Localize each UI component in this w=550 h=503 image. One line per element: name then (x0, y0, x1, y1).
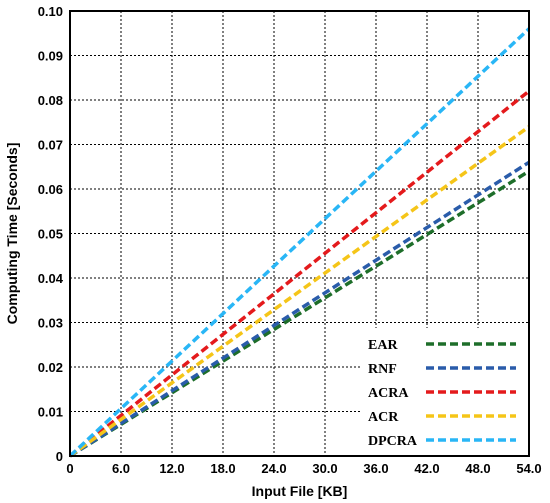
y-tick-label: 0.02 (38, 360, 63, 375)
legend-label-acr: ACR (368, 410, 399, 425)
x-tick-label: 12.0 (159, 461, 184, 476)
y-tick-label: 0.10 (38, 4, 63, 19)
y-tick-labels: 0 0.01 0.02 0.03 0.04 0.05 0.06 0.07 0.08 0.09 0.1… (38, 4, 64, 464)
x-tick-label: 18.0 (210, 461, 235, 476)
x-axis-title: Input File [KB] (252, 483, 348, 499)
y-tick-label: 0.09 (38, 49, 63, 64)
series-line-acr (68, 125, 531, 458)
y-tick-label: 0.01 (38, 405, 63, 420)
x-tick-label: 6.0 (112, 461, 130, 476)
series-lines (68, 27, 531, 458)
x-tick-labels: 0 6.0 12.0 18.0 24.0 30.0 36.0 42.0 48.0 54.0 (66, 461, 541, 476)
y-tick-label: 0.08 (38, 93, 63, 108)
legend-label-acra: ACRA (368, 386, 409, 401)
plot-frame (69, 10, 530, 457)
legend-label-ear: EAR (368, 338, 398, 353)
x-tick-label: 48.0 (465, 461, 490, 476)
y-axis-title: Computing Time [Seconds] (4, 143, 20, 325)
x-tick-label: 0 (66, 461, 73, 476)
series-line-dpcra (68, 27, 531, 458)
y-tick-label: 0.05 (38, 227, 63, 242)
legend: EAR RNF ACRA ACR DPCRA (360, 328, 528, 454)
y-tick-label: 0 (56, 449, 63, 464)
series-line-rnf (69, 160, 530, 458)
x-tick-label: 24.0 (261, 461, 286, 476)
grid (70, 11, 529, 456)
legend-label-dpcra: DPCRA (368, 434, 418, 449)
legend-label-rnf: RNF (368, 362, 397, 377)
x-tick-label: 36.0 (363, 461, 388, 476)
y-tick-label: 0.06 (38, 182, 63, 197)
y-tick-label: 0.04 (38, 271, 64, 286)
x-tick-label: 54.0 (516, 461, 541, 476)
x-tick-label: 42.0 (414, 461, 439, 476)
y-tick-label: 0.07 (38, 138, 63, 153)
y-tick-label: 0.03 (38, 316, 63, 331)
x-tick-label: 30.0 (312, 461, 337, 476)
series-line-acra (68, 89, 531, 458)
